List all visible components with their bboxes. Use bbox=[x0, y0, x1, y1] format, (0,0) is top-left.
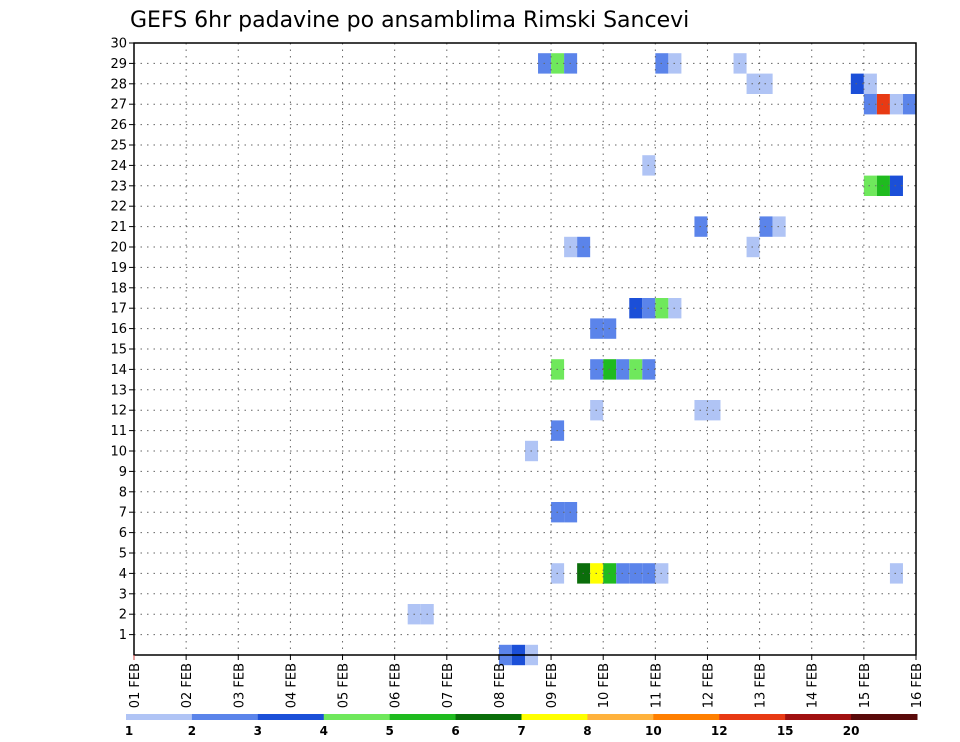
y-tick-label: 5 bbox=[119, 547, 127, 562]
x-tick-label: 01 FEB bbox=[128, 663, 143, 708]
precip-cell bbox=[863, 73, 877, 94]
precip-cell bbox=[759, 216, 773, 237]
x-axis: 01 FEB 02 FEB 03 FEB 04 FEB 05 FEB 06 FEB 07 F… bbox=[128, 655, 925, 708]
y-tick-label: 25 bbox=[110, 139, 127, 154]
y-tick-label: 10 bbox=[110, 445, 127, 460]
precip-cell bbox=[772, 216, 786, 237]
grid-lines bbox=[133, 42, 917, 655]
colorbar-label: 10 bbox=[645, 724, 662, 738]
y-tick-label: 19 bbox=[110, 261, 127, 276]
y-tick-label: 22 bbox=[110, 200, 127, 215]
x-tick-label: 06 FEB bbox=[389, 663, 404, 708]
y-tick-label: 13 bbox=[110, 383, 127, 398]
y-tick-label: 26 bbox=[110, 118, 127, 133]
x-tick-label: 04 FEB bbox=[284, 663, 299, 708]
colorbar-label: 15 bbox=[777, 724, 794, 738]
x-tick-label: 07 FEB bbox=[441, 663, 456, 708]
y-tick-label: 24 bbox=[110, 159, 127, 174]
colorbar-swatch bbox=[851, 714, 918, 720]
precip-cell bbox=[863, 175, 877, 196]
y-tick-label: 16 bbox=[110, 322, 127, 337]
y-tick-label: 18 bbox=[110, 281, 127, 296]
colorbar: 1 2 3 4 5 6 7 8 10 12 15 20 bbox=[125, 714, 918, 738]
y-tick-label: 23 bbox=[110, 179, 127, 194]
y-tick-label: 4 bbox=[119, 567, 127, 582]
colorbar-swatch bbox=[653, 714, 720, 720]
colorbar-label: 7 bbox=[517, 724, 525, 738]
y-tick-label: 30 bbox=[110, 37, 127, 52]
x-tick-label: 14 FEB bbox=[806, 663, 821, 708]
colorbar-swatch bbox=[323, 714, 391, 720]
precip-cell bbox=[902, 94, 916, 115]
precip-cell bbox=[889, 94, 903, 115]
y-tick-label: 9 bbox=[119, 465, 127, 480]
x-tick-label: 16 FEB bbox=[910, 663, 925, 708]
y-axis: 1234567891011121314151617181920212223242… bbox=[110, 37, 134, 643]
colorbar-label: 1 bbox=[125, 724, 133, 738]
colorbar-label: 5 bbox=[385, 724, 393, 738]
y-tick-label: 27 bbox=[110, 98, 127, 113]
y-tick-label: 7 bbox=[119, 506, 127, 521]
colorbar-swatch bbox=[191, 714, 259, 720]
colorbar-label: 12 bbox=[711, 724, 728, 738]
y-tick-label: 17 bbox=[110, 302, 127, 317]
colorbar-label: 8 bbox=[583, 724, 591, 738]
x-tick-label: 15 FEB bbox=[858, 663, 873, 708]
precip-cell bbox=[889, 563, 903, 584]
colorbar-swatch bbox=[785, 714, 852, 720]
colorbar-swatch bbox=[126, 714, 193, 720]
colorbar-label: 6 bbox=[451, 724, 459, 738]
precip-cell bbox=[746, 236, 760, 258]
y-tick-label: 1 bbox=[119, 628, 127, 643]
y-tick-label: 15 bbox=[110, 343, 127, 358]
precip-cell bbox=[850, 73, 864, 94]
colorbar-swatch bbox=[587, 714, 654, 720]
x-tick-label: 13 FEB bbox=[754, 663, 769, 708]
precip-cell bbox=[876, 175, 890, 196]
precip-cell bbox=[876, 94, 890, 115]
y-tick-label: 29 bbox=[110, 57, 127, 72]
colorbar-label: 20 bbox=[843, 724, 860, 738]
chart-title: GEFS 6hr padavine po ansamblima Rimski S… bbox=[130, 8, 689, 33]
y-tick-label: 20 bbox=[110, 241, 127, 256]
x-tick-label: 10 FEB bbox=[597, 663, 612, 708]
precip-cell bbox=[759, 73, 773, 94]
precip-cell bbox=[733, 53, 747, 74]
precip-cell bbox=[863, 94, 877, 115]
colorbar-label: 2 bbox=[188, 724, 196, 738]
colorbar-swatch bbox=[719, 714, 786, 720]
y-tick-label: 28 bbox=[110, 77, 127, 92]
y-tick-label: 6 bbox=[119, 526, 127, 541]
colorbar-swatch bbox=[257, 714, 325, 720]
x-tick-label: 12 FEB bbox=[701, 663, 716, 708]
y-tick-label: 11 bbox=[110, 424, 127, 439]
y-tick-label: 14 bbox=[110, 363, 127, 378]
colorbar-label: 4 bbox=[320, 724, 328, 738]
precip-cell bbox=[746, 73, 760, 94]
x-tick-label: 02 FEB bbox=[180, 663, 195, 708]
precip-cell bbox=[889, 175, 903, 196]
y-tick-label: 8 bbox=[119, 485, 127, 500]
y-tick-label: 3 bbox=[119, 587, 127, 602]
y-tick-label: 12 bbox=[110, 404, 127, 419]
y-tick-label: 2 bbox=[119, 608, 127, 623]
x-tick-label: 08 FEB bbox=[493, 663, 508, 708]
x-tick-label: 05 FEB bbox=[337, 663, 352, 708]
colorbar-label: 3 bbox=[254, 724, 262, 738]
x-tick-label: 03 FEB bbox=[232, 663, 247, 708]
colorbar-swatch bbox=[521, 714, 588, 720]
x-tick-label: 11 FEB bbox=[649, 663, 664, 708]
y-tick-label: 21 bbox=[110, 220, 127, 235]
colorbar-swatch bbox=[389, 714, 457, 720]
colorbar-swatch bbox=[455, 714, 522, 720]
x-tick-label: 09 FEB bbox=[545, 663, 560, 708]
